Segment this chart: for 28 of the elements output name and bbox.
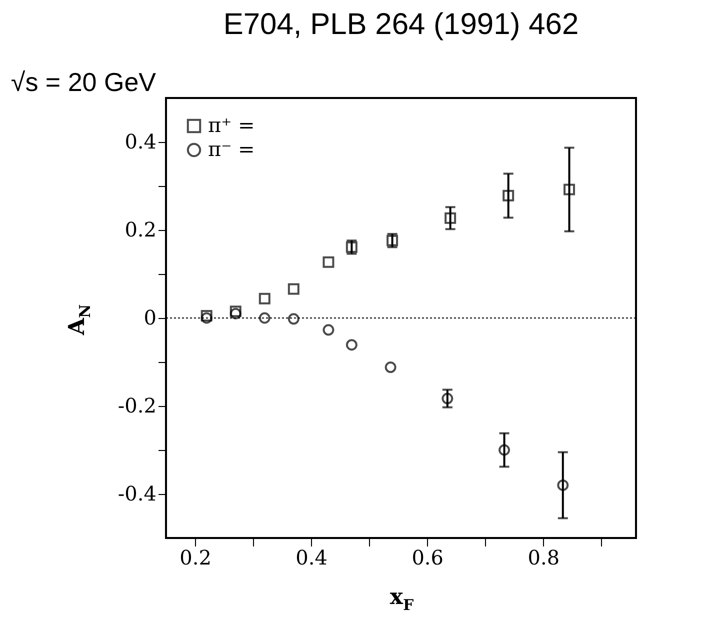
legend-label: π⁻ = xyxy=(208,137,255,161)
point xyxy=(564,184,576,196)
y-tick-label: 0.2 xyxy=(124,218,156,242)
point xyxy=(258,292,270,304)
point xyxy=(442,392,454,404)
point xyxy=(557,479,569,491)
text: √s = 20 GeV xyxy=(10,67,157,97)
point xyxy=(258,312,270,324)
point xyxy=(346,339,358,351)
point xyxy=(384,362,396,374)
legend-label: π⁺ = xyxy=(208,113,255,137)
point xyxy=(498,444,510,456)
chart-title: E704, PLB 264 (1991) 462 xyxy=(223,8,579,41)
x-tick-label: 0.6 xyxy=(412,546,444,570)
y-tick-label: -0.2 xyxy=(118,394,156,418)
x-tick-label: 0.8 xyxy=(528,546,560,570)
point xyxy=(444,212,456,224)
y-tick-label: -0.4 xyxy=(118,482,156,506)
x-tick-label: 0.4 xyxy=(296,546,328,570)
y-tick-label: 0 xyxy=(144,306,156,330)
point xyxy=(322,324,334,336)
y-axis-title: AN xyxy=(64,304,94,336)
point xyxy=(288,313,300,325)
x-tick-label: 0.2 xyxy=(180,546,212,570)
y-tick-label: 0.4 xyxy=(124,130,156,154)
point xyxy=(322,256,334,268)
point xyxy=(288,283,300,295)
point xyxy=(502,190,514,202)
